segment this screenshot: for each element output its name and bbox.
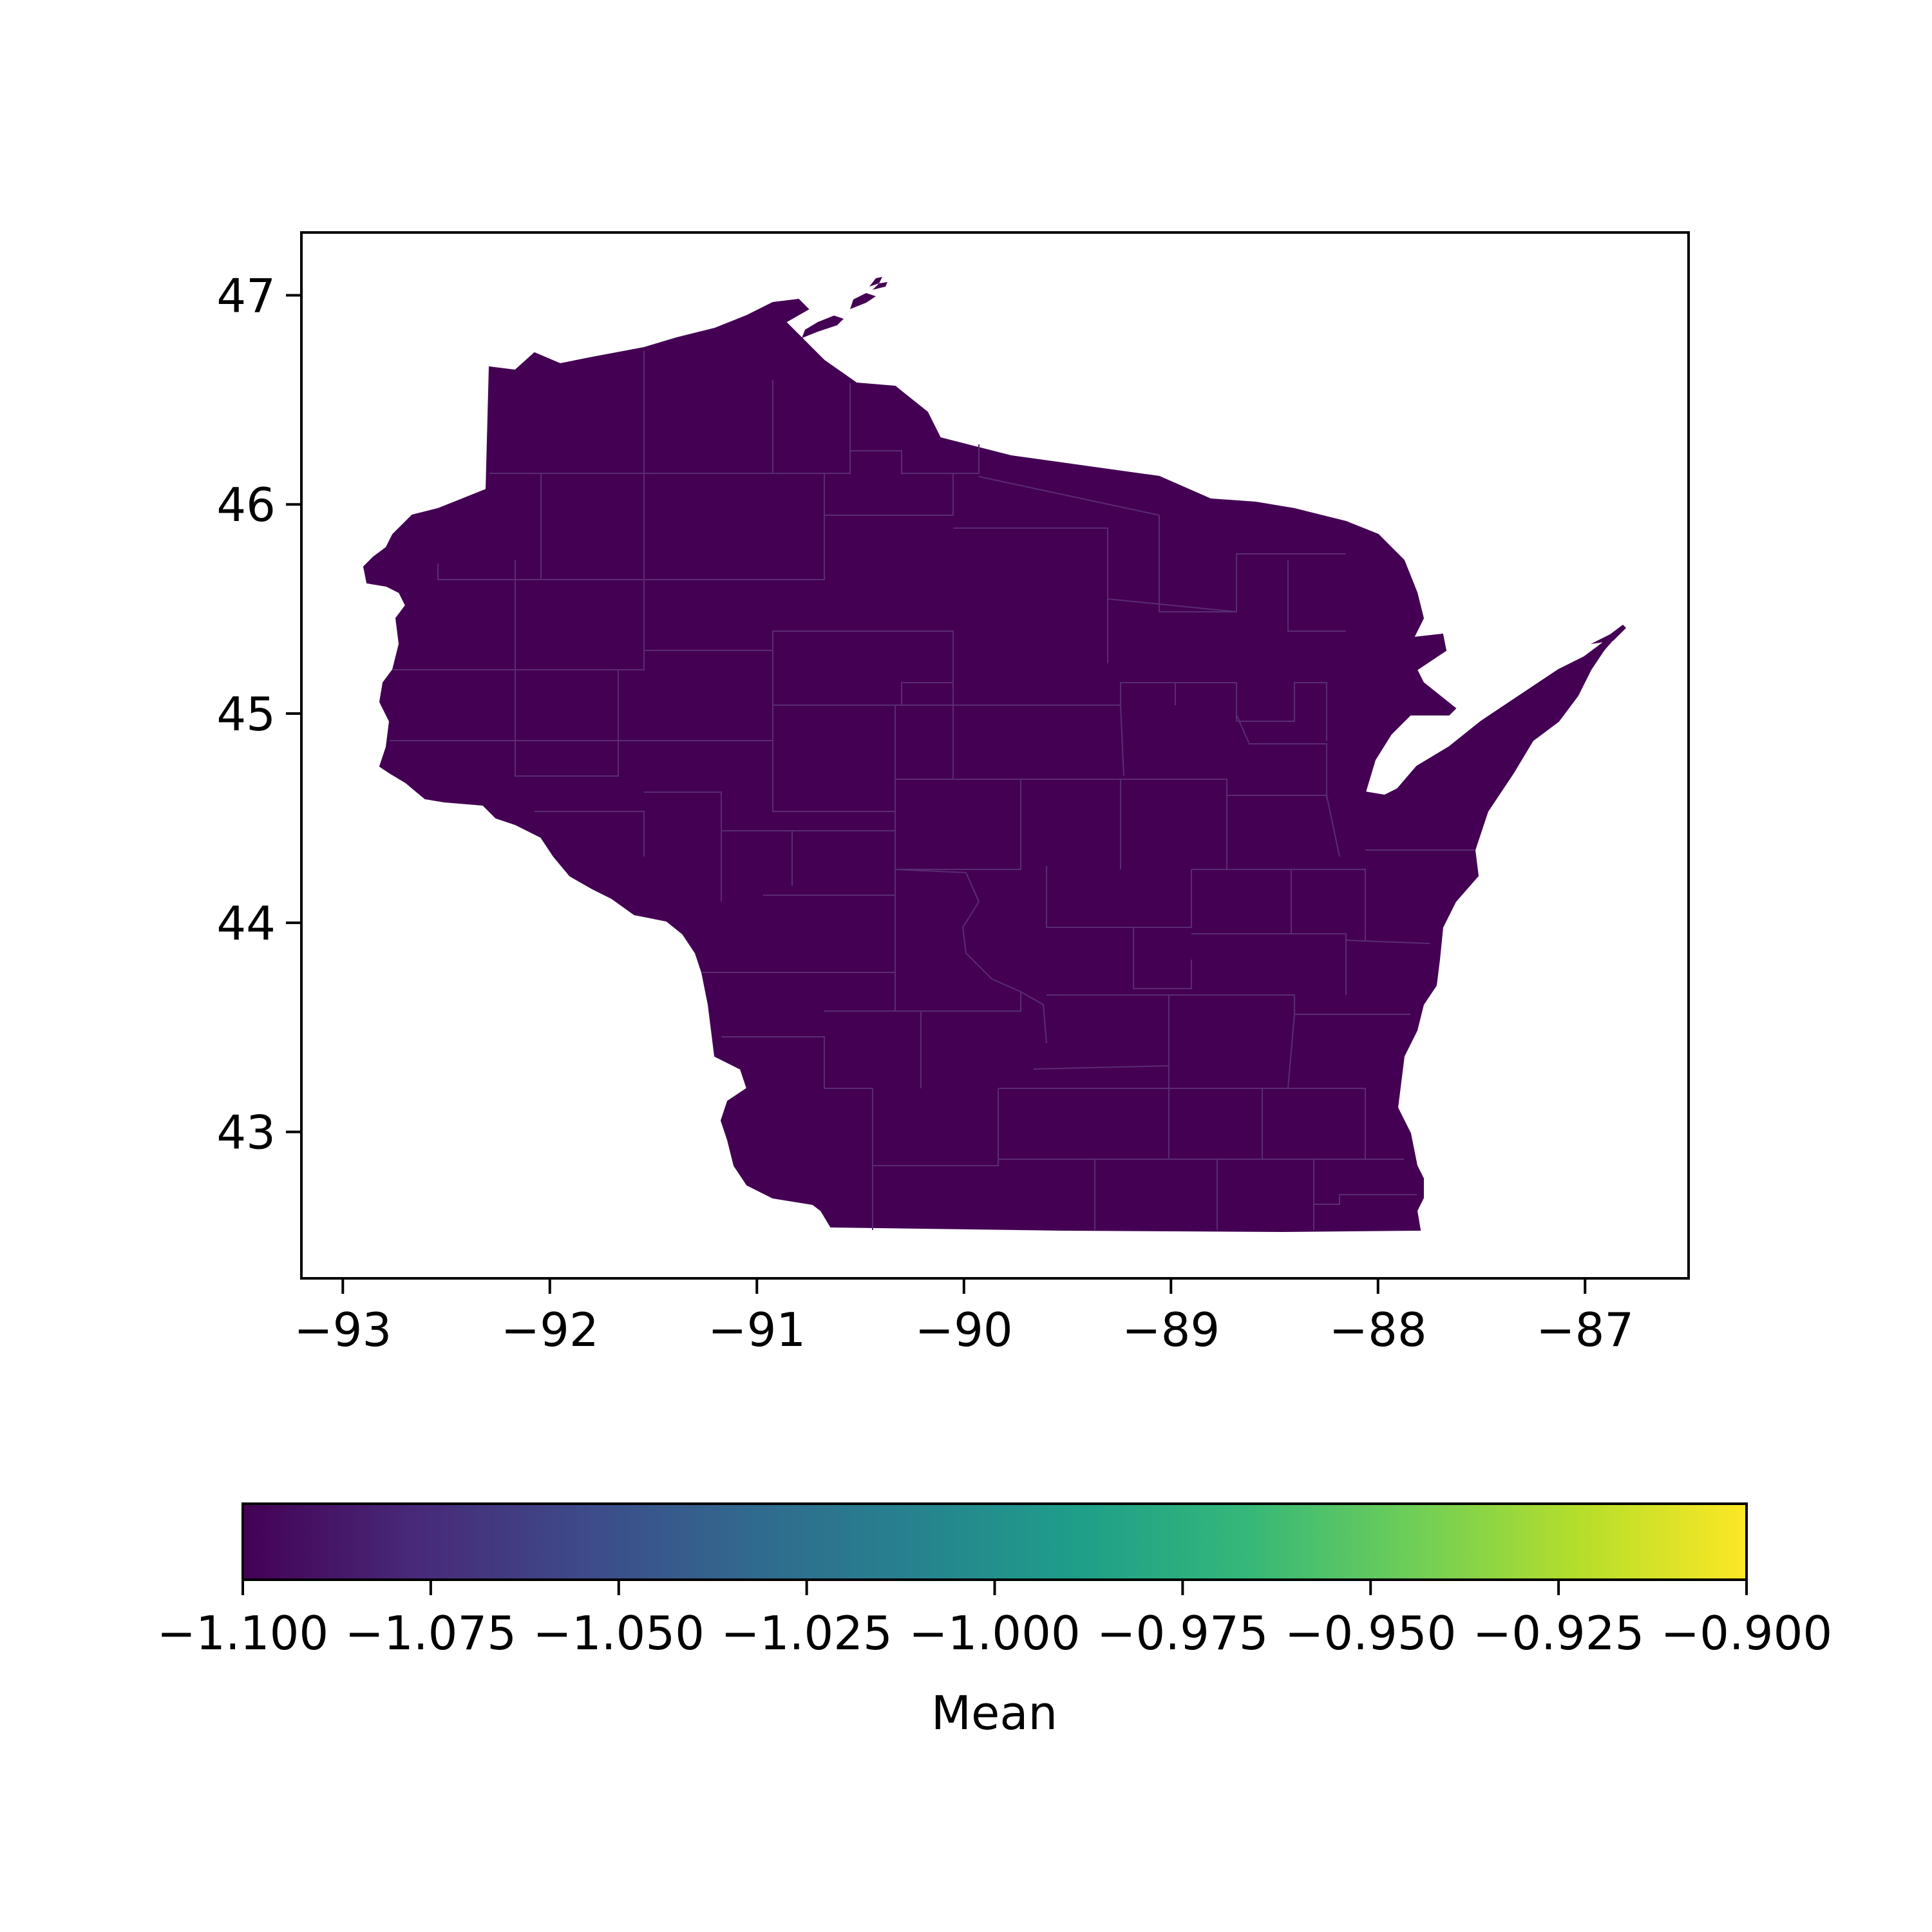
x-tick-label: −89 (1122, 1303, 1220, 1357)
colorbar-tick-label: −0.950 (1285, 1606, 1456, 1660)
x-tick-label: −91 (708, 1303, 806, 1357)
x-tick-label: −92 (501, 1303, 599, 1357)
y-tick-label: 47 (216, 269, 276, 323)
colorbar-tick-label: −1.000 (909, 1606, 1080, 1660)
county-boundaries (390, 351, 1475, 1230)
y-tick-label: 43 (216, 1106, 276, 1160)
map-axes: −93 −92 −91 −90 −89 −88 −87 43 44 45 46 47 (216, 231, 1690, 1357)
y-axis-ticks: 43 44 45 46 47 (216, 269, 301, 1160)
colorbar-tick-label: −0.925 (1473, 1606, 1644, 1660)
colorbar-tick-label: −0.900 (1661, 1606, 1832, 1660)
colorbar-tick-label: −1.075 (345, 1606, 516, 1660)
x-tick-label: −87 (1536, 1303, 1634, 1357)
colorbar: −1.100 −1.075 −1.050 −1.025 −1.000 −0.975 −0.9… (157, 1502, 1832, 1740)
colorbar-tick-label: −1.050 (533, 1606, 705, 1660)
colorbar-tick-label: −1.025 (721, 1606, 892, 1660)
colorbar-gradient (242, 1502, 1748, 1581)
wisconsin-state-shape (363, 298, 1624, 1233)
apostle-islands (802, 277, 887, 338)
x-axis-ticks: −93 −92 −91 −90 −89 −88 −87 (294, 1278, 1634, 1357)
map-axes-frame (300, 231, 1690, 1280)
y-tick-label: 44 (216, 896, 276, 951)
y-tick-label: 45 (216, 687, 276, 741)
colorbar-label: Mean (931, 1686, 1057, 1740)
x-tick-label: −90 (915, 1303, 1013, 1357)
colorbar-tick-label: −0.975 (1097, 1606, 1268, 1660)
x-tick-label: −88 (1329, 1303, 1427, 1357)
colorbar-ticks: −1.100 −1.075 −1.050 −1.025 −1.000 −0.975 −0.9… (157, 1580, 1832, 1660)
door-peninsula (1591, 625, 1626, 644)
colorbar-tick-label: −1.100 (157, 1606, 328, 1660)
y-tick-label: 46 (216, 478, 276, 532)
x-tick-label: −93 (294, 1303, 392, 1357)
